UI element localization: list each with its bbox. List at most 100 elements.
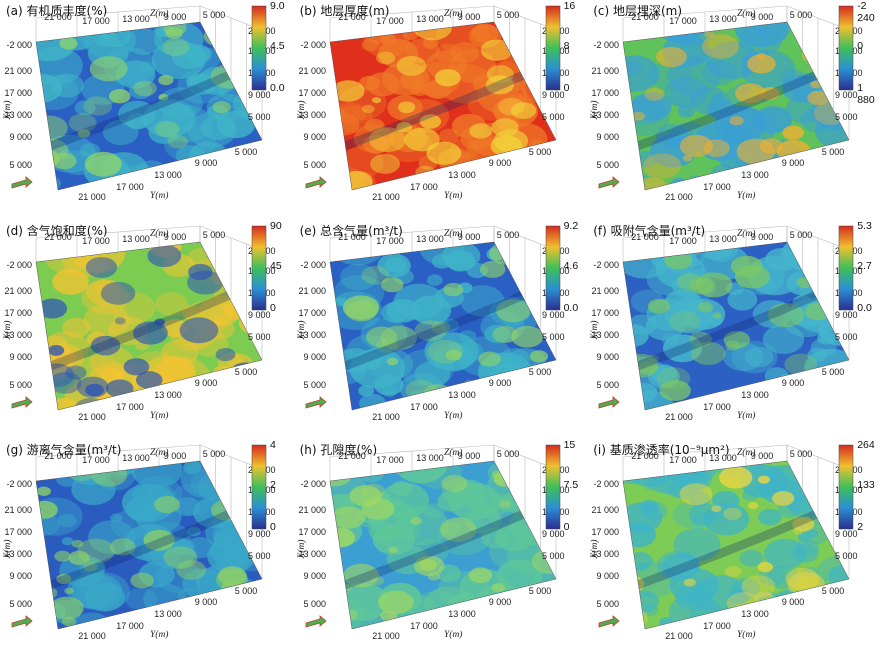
x-axis-label: X(m) <box>2 320 13 340</box>
orientation-arrow-icon <box>11 615 33 628</box>
bottom-tick-label: 13 000 <box>741 390 769 400</box>
left-tick-label: 5 000 <box>303 160 326 170</box>
y-axis-label: Y(m) <box>150 190 168 201</box>
colorbar-g <box>251 444 267 530</box>
top-tick-label: 5 000 <box>203 10 226 20</box>
bottom-tick-label: 21 000 <box>372 631 400 641</box>
left-tick-label: 5 000 <box>597 599 620 609</box>
surface-plot-e: 21 000 17 000 13 000 9 000 5 000 Z(m) -2 000 21… <box>296 225 569 422</box>
top-tick-label: 9 000 <box>164 12 187 22</box>
left-tick-label: 9 000 <box>597 352 620 362</box>
top-tick-label: 17 000 <box>669 455 697 465</box>
top-tick-label: 21 000 <box>44 232 72 242</box>
x-axis-label: X(m) <box>589 540 600 560</box>
top-tick-label: 13 000 <box>122 453 150 463</box>
left-tick-label: 9 000 <box>9 132 32 142</box>
top-tick-label: 13 000 <box>709 14 737 24</box>
top-tick-label: 13 000 <box>416 14 444 24</box>
colorbar-label-max: 16 <box>563 0 576 12</box>
colorbar-label-min: 2 <box>857 521 864 534</box>
top-tick-label: 21 000 <box>631 232 659 242</box>
left-tick-label: 21 000 <box>592 505 620 515</box>
colorbar-label-mid: 2 <box>270 479 276 492</box>
right-tick-label: 5 000 <box>835 332 858 342</box>
panel-title-f: (f) 吸附气含量(m³/t) <box>593 223 706 238</box>
top-tick-label: 9 000 <box>751 232 774 242</box>
top-tick-label: 9 000 <box>751 451 774 461</box>
colorbar-label-max: -2 240 <box>857 0 875 24</box>
bottom-tick-label: 13 000 <box>448 609 476 619</box>
top-tick-label: 13 000 <box>122 14 150 24</box>
top-tick-label: 21 000 <box>631 451 659 461</box>
x-axis-label: X(m) <box>2 540 13 560</box>
bottom-tick-label: 9 000 <box>195 597 218 607</box>
left-tick-label: 5 000 <box>9 380 32 390</box>
left-tick-label: 17 000 <box>592 527 620 537</box>
top-tick-label: 9 000 <box>457 451 480 461</box>
bottom-tick-label: 17 000 <box>703 402 731 412</box>
left-tick-label: 17 000 <box>592 88 620 98</box>
left-tick-label: 13 000 <box>4 549 32 559</box>
z-axis-label: Z(m) <box>737 8 755 19</box>
top-tick-label: 9 000 <box>751 12 774 22</box>
colorbar-label-max: 264 <box>857 439 875 452</box>
top-tick-label: 9 000 <box>164 232 187 242</box>
top-tick-label: 13 000 <box>709 234 737 244</box>
bottom-tick-label: 9 000 <box>488 378 511 388</box>
right-tick-label: 5 000 <box>542 112 565 122</box>
top-tick-label: 21 000 <box>338 12 366 22</box>
left-tick-label: 17 000 <box>4 308 32 318</box>
z-axis-label: Z(m) <box>150 8 168 19</box>
panel-title-g: (g) 游离气含量(m³/t) <box>6 443 122 458</box>
top-tick-label: 5 000 <box>496 10 519 20</box>
right-tick-label: 9 000 <box>248 529 271 539</box>
orientation-arrow-icon <box>11 395 33 409</box>
bottom-tick-label: 5 000 <box>528 147 551 157</box>
top-tick-label: 21 000 <box>44 451 72 461</box>
x-axis-label: X(m) <box>296 320 307 340</box>
left-tick-label: 13 000 <box>592 110 620 120</box>
colorbar-label-max: 4 <box>270 439 276 452</box>
y-axis-label: Y(m) <box>150 410 168 421</box>
panel-title-h: (h) 孔隙度(%) <box>299 443 378 458</box>
bottom-tick-label: 21 000 <box>78 192 106 202</box>
right-tick-label: 5 000 <box>248 112 271 122</box>
right-tick-label: 9 000 <box>248 90 271 100</box>
top-tick-label: 5 000 <box>790 10 813 20</box>
top-tick-label: 5 000 <box>496 449 519 459</box>
bottom-tick-label: 5 000 <box>822 367 845 377</box>
panel-f: 21 000 17 000 13 000 9 000 5 000 Z(m) -2 000 21… <box>587 220 880 439</box>
left-tick-label: 5 000 <box>597 380 620 390</box>
left-tick-label: -2 000 <box>6 40 32 50</box>
colorbar-i <box>838 444 854 530</box>
top-tick-label: 17 000 <box>82 455 110 465</box>
left-tick-label: 13 000 <box>298 110 326 120</box>
x-axis-label: X(m) <box>589 320 600 340</box>
bottom-tick-label: 21 000 <box>78 412 106 422</box>
bottom-tick-label: 21 000 <box>372 412 400 422</box>
top-tick-label: 9 000 <box>164 451 187 461</box>
colorbar-label-mid: 4.5 <box>270 40 285 52</box>
bottom-tick-label: 13 000 <box>741 170 769 180</box>
left-tick-label: 5 000 <box>9 160 32 170</box>
bottom-tick-label: 21 000 <box>665 192 693 202</box>
x-axis-label: X(m) <box>296 540 307 560</box>
top-tick-label: 17 000 <box>376 16 404 26</box>
colorbar-label-mid: 2.7 <box>857 259 872 272</box>
top-tick-label: 21 000 <box>631 12 659 22</box>
bottom-tick-label: 13 000 <box>741 609 769 619</box>
bottom-tick-label: 9 000 <box>195 158 218 168</box>
top-tick-label: 17 000 <box>669 236 697 246</box>
panel-a: 21 000 17 000 13 000 9 000 5 000 Z(m) -2 000 21… <box>0 0 293 219</box>
right-tick-label: 5 000 <box>248 551 271 561</box>
bottom-tick-label: 17 000 <box>410 182 438 192</box>
bottom-tick-label: 5 000 <box>235 147 258 157</box>
left-tick-label: 21 000 <box>298 505 326 515</box>
top-tick-label: 17 000 <box>376 236 404 246</box>
right-tick-label: 9 000 <box>835 90 858 100</box>
bottom-tick-label: 9 000 <box>488 158 511 168</box>
left-tick-label: -2 000 <box>6 260 32 270</box>
colorbar-label-mid: 45 <box>270 259 282 272</box>
